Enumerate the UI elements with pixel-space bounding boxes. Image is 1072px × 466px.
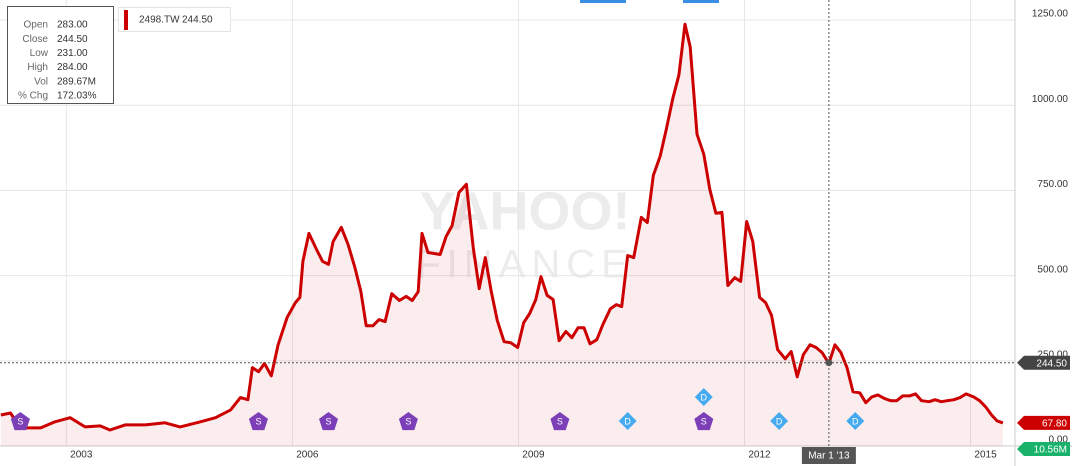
volume-tag-box xyxy=(1017,442,1070,456)
event-label: D xyxy=(852,416,859,426)
area-fill xyxy=(0,24,1003,446)
last-price-tag-box xyxy=(1017,415,1070,430)
event-label: S xyxy=(255,416,261,426)
event-label: S xyxy=(405,416,411,426)
event-label: S xyxy=(557,416,563,426)
split-marker xyxy=(248,412,268,431)
x-tick-label: 2009 xyxy=(522,450,545,461)
tooltip-value: 289.67M xyxy=(57,76,96,87)
tooltip-value: 244.50 xyxy=(57,34,88,45)
tooltip-value: 283.00 xyxy=(57,20,88,31)
split-marker xyxy=(319,412,338,431)
tooltip-label: Vol xyxy=(34,76,48,87)
split-marker xyxy=(398,412,418,431)
y-tick-label: 1250.00 xyxy=(1032,9,1069,20)
tooltip-value: 284.00 xyxy=(57,62,88,73)
x-tick-label: 2012 xyxy=(748,450,771,461)
tooltip-label: High xyxy=(27,62,48,73)
event-label: S xyxy=(701,416,707,426)
y-tick-label: 1000.00 xyxy=(1032,94,1069,105)
split-marker xyxy=(694,412,714,431)
tooltip-label: % Chg xyxy=(18,91,48,102)
y-tick-label: 250.00 xyxy=(1037,349,1068,360)
x-tick-label: 2006 xyxy=(296,450,319,461)
crosshair-value-tag: 244.50 xyxy=(1036,358,1067,369)
tooltip-box xyxy=(7,6,114,104)
dividend-marker xyxy=(694,388,713,406)
legend-box xyxy=(118,7,231,32)
tab-marker xyxy=(580,0,626,3)
y-tick-label: 500.00 xyxy=(1037,264,1068,275)
tooltip-label: Open xyxy=(24,20,48,31)
last-price-tag: 67.80 xyxy=(1042,419,1067,430)
dividend-marker xyxy=(770,412,789,430)
dividend-marker xyxy=(618,412,637,430)
crosshair-x-box xyxy=(801,447,856,464)
event-label: D xyxy=(776,416,783,426)
tab-marker xyxy=(683,0,719,3)
event-label: S xyxy=(17,416,23,426)
watermark: FINANCE xyxy=(416,243,634,287)
crosshair-value-tag-box xyxy=(1017,355,1070,370)
price-line xyxy=(0,22,1004,432)
legend-swatch xyxy=(124,10,128,30)
split-marker xyxy=(10,412,30,431)
x-tick-label: 2003 xyxy=(70,450,93,461)
tooltip-label: Low xyxy=(30,48,49,59)
event-label: D xyxy=(701,392,708,402)
crosshair-dot xyxy=(825,359,833,367)
volume-tag: 10.56M xyxy=(1034,445,1067,456)
tooltip-value: 172.03% xyxy=(57,91,97,102)
tooltip-value: 231.00 xyxy=(57,48,88,59)
crosshair-x-label: Mar 1 '13 xyxy=(808,451,850,462)
event-label: S xyxy=(326,416,332,426)
split-marker xyxy=(550,412,570,431)
y-tick-label: 750.00 xyxy=(1037,179,1068,190)
dividend-marker xyxy=(846,412,865,430)
legend-value: 244.50 xyxy=(182,15,213,26)
tooltip-label: Close xyxy=(22,34,48,45)
tooltip: Open 283.00 Close 244.50 Low 231.00 High 284.00… xyxy=(7,6,114,104)
x-tick-label: 2015 xyxy=(974,450,997,461)
y-tick-label: 0.00 xyxy=(1049,435,1069,446)
event-label: D xyxy=(624,416,631,426)
legend-name: 2498.TW xyxy=(139,15,180,26)
